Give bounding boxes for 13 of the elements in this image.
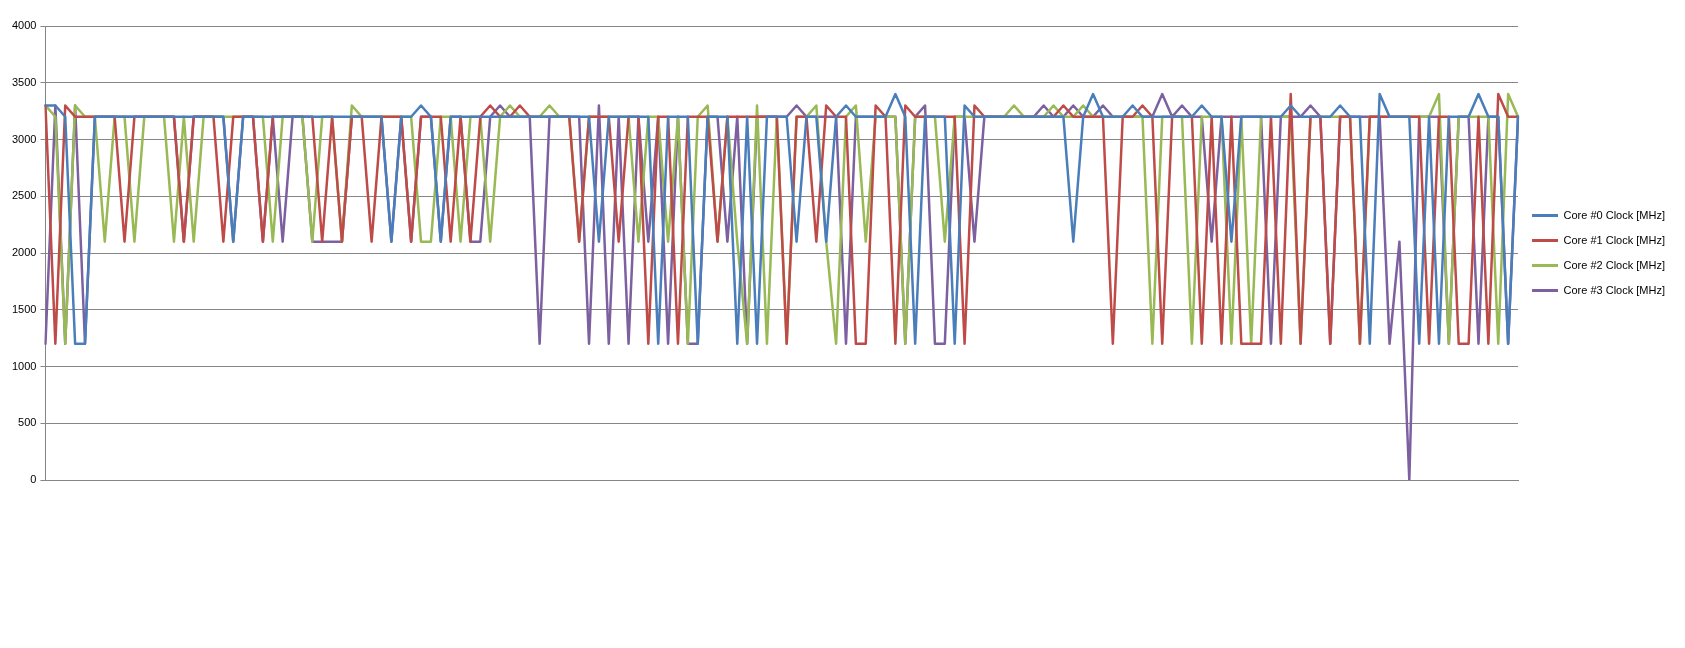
y-tick-label: 500 <box>18 416 37 429</box>
y-tick-label: 2000 <box>11 246 37 259</box>
legend-label: Core #1 Clock [MHz] <box>1563 233 1666 246</box>
y-tick-label: 1000 <box>11 359 37 372</box>
y-tick-label: 3000 <box>11 132 37 145</box>
y-tick-label: 2500 <box>11 189 37 202</box>
legend-label: Core #0 Clock [MHz] <box>1563 208 1666 221</box>
legend-label: Core #3 Clock [MHz] <box>1563 283 1666 296</box>
y-tick-label: 0 <box>30 473 37 486</box>
y-tick-label: 4000 <box>11 19 37 32</box>
legend-label: Core #2 Clock [MHz] <box>1563 258 1666 271</box>
y-tick-label: 3500 <box>11 75 37 88</box>
y-tick-label: 1500 <box>11 302 37 315</box>
